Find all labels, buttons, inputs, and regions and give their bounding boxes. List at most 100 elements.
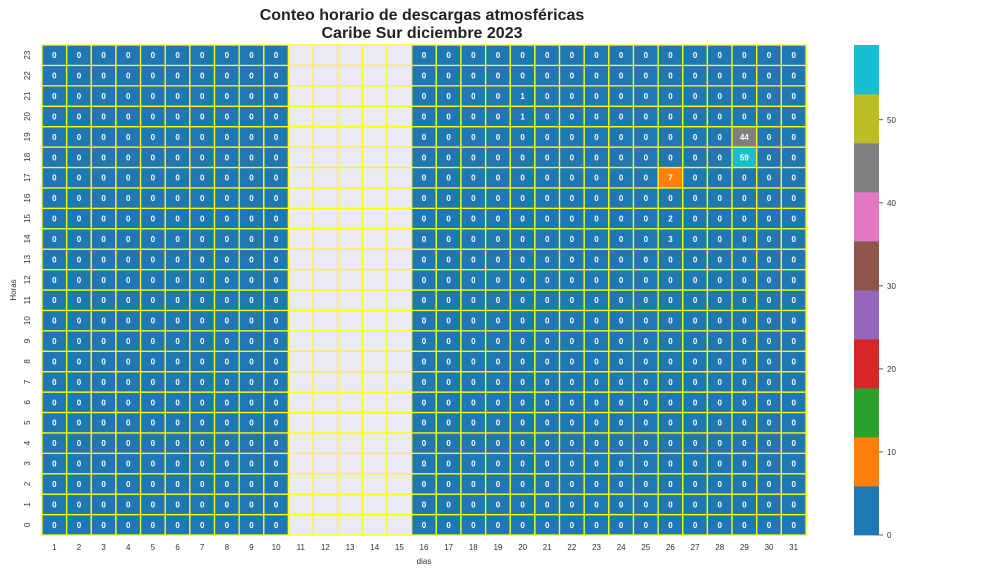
x-tick-label: 26 bbox=[666, 543, 675, 552]
cell-value-label: 0 bbox=[77, 255, 82, 264]
heatmap-cell-missing bbox=[361, 187, 388, 209]
cell-value-label: 0 bbox=[791, 439, 796, 448]
cell-value-label: 0 bbox=[225, 460, 230, 469]
heatmap-cell-missing bbox=[287, 391, 314, 414]
cell-value-label: 0 bbox=[200, 296, 205, 305]
cell-value-label: 0 bbox=[52, 112, 57, 121]
cell-value-label: 0 bbox=[520, 51, 525, 60]
cell-value-label: 0 bbox=[693, 398, 698, 407]
colorbar: 0 10 20 30 40 50 bbox=[854, 45, 896, 540]
cell-value-label: 0 bbox=[693, 194, 698, 203]
heatmap-cell-missing bbox=[337, 187, 364, 209]
cell-value-label: 0 bbox=[791, 215, 796, 224]
cell-value-label: 0 bbox=[767, 337, 772, 346]
cell-value-label: 0 bbox=[126, 337, 131, 346]
cell-value-label: 0 bbox=[668, 255, 673, 264]
cell-value-label: 0 bbox=[520, 378, 525, 387]
cell-value-label: 0 bbox=[446, 398, 451, 407]
cell-value-label: 0 bbox=[175, 521, 180, 530]
y-tick-label: 16 bbox=[23, 193, 32, 202]
cell-value-label: 0 bbox=[545, 439, 550, 448]
heatmap-cell-missing bbox=[386, 513, 413, 536]
y-tick-label: 12 bbox=[23, 275, 32, 284]
cell-value-label: 0 bbox=[668, 357, 673, 366]
cell-value-label: 0 bbox=[619, 521, 624, 530]
heatmap-cell-missing bbox=[386, 44, 413, 67]
cell-value-label: 0 bbox=[619, 153, 624, 162]
cell-value-label: 0 bbox=[520, 419, 525, 428]
cell-value-label: 0 bbox=[446, 460, 451, 469]
cell-value-label: 0 bbox=[249, 174, 254, 183]
cell-value-label: 0 bbox=[200, 419, 205, 428]
cell-value-label: 0 bbox=[718, 153, 723, 162]
cell-value-label: 0 bbox=[693, 296, 698, 305]
cell-value-label: 0 bbox=[77, 112, 82, 121]
cell-value-label: 0 bbox=[446, 153, 451, 162]
cell-value-label: 0 bbox=[101, 521, 106, 530]
cell-value-label: 0 bbox=[594, 51, 599, 60]
cell-value-label: 0 bbox=[718, 92, 723, 101]
cell-value-label: 0 bbox=[471, 276, 476, 285]
cell-value-label: 0 bbox=[767, 357, 772, 366]
cell-value-label: 0 bbox=[594, 398, 599, 407]
cell-value-label: 0 bbox=[446, 133, 451, 142]
cell-value-label: 0 bbox=[471, 419, 476, 428]
heatmap-cell-missing bbox=[386, 493, 413, 516]
cell-value-label: 0 bbox=[545, 337, 550, 346]
heatmap-cell-missing bbox=[312, 166, 339, 189]
cell-value-label: 0 bbox=[151, 296, 156, 305]
cell-value-label: 0 bbox=[520, 296, 525, 305]
cell-value-label: 0 bbox=[767, 215, 772, 224]
heatmap-cell-missing bbox=[386, 268, 413, 291]
cell-value-label: 0 bbox=[151, 51, 156, 60]
heatmap-cell-missing bbox=[287, 411, 314, 434]
cell-value-label: 0 bbox=[200, 378, 205, 387]
cell-value-label: 0 bbox=[693, 72, 698, 81]
cell-value-label: 0 bbox=[619, 296, 624, 305]
cell-value-label: 0 bbox=[668, 92, 673, 101]
heatmap-cell-missing bbox=[287, 473, 314, 495]
cell-value-label: 0 bbox=[570, 460, 575, 469]
cell-value-label: 0 bbox=[570, 500, 575, 509]
heatmap-cell-missing bbox=[287, 309, 314, 332]
cell-value-label: 0 bbox=[570, 133, 575, 142]
cell-value-label: 0 bbox=[77, 51, 82, 60]
cell-value-label: 0 bbox=[52, 235, 57, 244]
heatmap-cell-missing bbox=[337, 350, 364, 373]
cell-value-label: 0 bbox=[249, 92, 254, 101]
cell-value-label: 0 bbox=[496, 276, 501, 285]
cell-value-label: 0 bbox=[175, 460, 180, 469]
heatmap-cell-missing bbox=[337, 105, 364, 128]
cell-value-label: 0 bbox=[77, 174, 82, 183]
cell-value-label: 0 bbox=[644, 317, 649, 326]
heatmap-cells: 0 0 0 0 0 0 0 0 0 0 0 0 0 0 0 0 0 0 0 0 0 0 0 0 0 0 0 0 0 0 0 0 0 0 0 0 0 0 0 0… bbox=[41, 44, 807, 536]
cell-value-label: 0 bbox=[545, 357, 550, 366]
cell-value-label: 0 bbox=[151, 92, 156, 101]
cell-value-label: 0 bbox=[225, 133, 230, 142]
cell-value-label: 0 bbox=[126, 276, 131, 285]
cell-value-label: 0 bbox=[126, 296, 131, 305]
cell-value-label: 0 bbox=[422, 378, 427, 387]
cell-value-label: 0 bbox=[791, 235, 796, 244]
cell-value-label: 0 bbox=[77, 480, 82, 489]
cell-value-label: 0 bbox=[52, 296, 57, 305]
cell-value-label: 0 bbox=[767, 296, 772, 305]
cell-value-label: 1 bbox=[520, 112, 525, 121]
x-tick-label: 2 bbox=[77, 543, 82, 552]
cell-value-label: 0 bbox=[151, 378, 156, 387]
cell-value-label: 0 bbox=[545, 296, 550, 305]
cell-value-label: 0 bbox=[101, 337, 106, 346]
cell-value-label: 0 bbox=[175, 337, 180, 346]
cell-value-label: 0 bbox=[668, 398, 673, 407]
cell-value-label: 0 bbox=[225, 317, 230, 326]
cell-value-label: 0 bbox=[422, 419, 427, 428]
cell-value-label: 0 bbox=[52, 215, 57, 224]
cell-value-label: 0 bbox=[545, 276, 550, 285]
cell-value-label: 0 bbox=[742, 112, 747, 121]
cell-value-label: 0 bbox=[471, 194, 476, 203]
cell-value-label: 0 bbox=[52, 337, 57, 346]
cell-value-label: 0 bbox=[594, 337, 599, 346]
cell-value-label: 0 bbox=[126, 521, 131, 530]
cell-value-label: 0 bbox=[619, 215, 624, 224]
cell-value-label: 0 bbox=[644, 276, 649, 285]
